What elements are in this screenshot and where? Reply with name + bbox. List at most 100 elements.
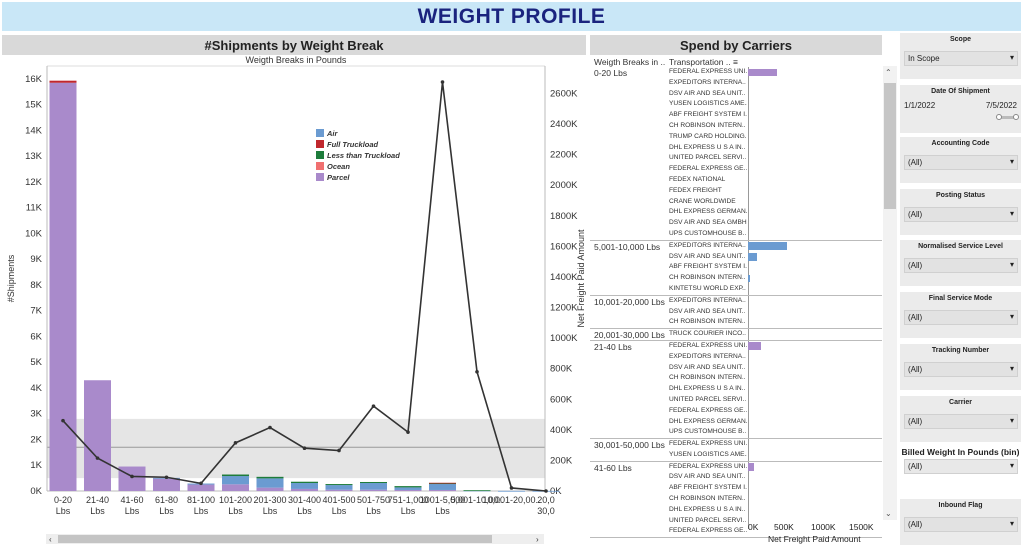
spend-row[interactable]: FEDERAL EXPRESS UNI..	[590, 341, 882, 352]
spend-row[interactable]: EXPEDITORS INTERNA..	[590, 352, 882, 363]
triangle-down-icon[interactable]: ▾	[1009, 209, 1014, 218]
scope-select[interactable]: In Scope ▾	[904, 51, 1018, 66]
triangle-down-icon[interactable]: ▾	[1009, 461, 1014, 470]
accounting-code-select[interactable]: (All) ▾	[904, 155, 1018, 170]
spend-row[interactable]: KINTETSU WORLD EXP..	[590, 284, 882, 295]
spend-row[interactable]: DSV AIR AND SEA UNIT..	[590, 363, 882, 374]
spend-bar[interactable]	[748, 253, 757, 261]
inbound-flag-select[interactable]: (All) ▾	[904, 517, 1018, 532]
spend-row[interactable]: CRANE WORLDWIDE	[590, 197, 882, 208]
spend-row[interactable]: DHL EXPRESS GERMAN..	[590, 417, 882, 428]
date-slider[interactable]	[998, 116, 1018, 119]
carrier-label: ABF FREIGHT SYSTEM I..	[669, 111, 747, 119]
spend-row[interactable]: ABF FREIGHT SYSTEM I..	[590, 110, 882, 121]
sort-icon[interactable]: ≡	[732, 57, 738, 67]
bar-parcel	[84, 380, 111, 491]
spend-x-label: Net Freight Paid Amount	[768, 534, 861, 544]
spend-row[interactable]: DSV AIR AND SEA GMBH	[590, 218, 882, 229]
spend-row[interactable]: DHL EXPRESS U S A IN..	[590, 505, 882, 516]
spend-row[interactable]: FEDERAL EXPRESS UNI..	[590, 439, 882, 450]
spend-row[interactable]: ABF FREIGHT SYSTEM I..	[590, 483, 882, 494]
spend-bar[interactable]	[748, 68, 777, 76]
spend-row[interactable]: DHL EXPRESS U S A IN..	[590, 384, 882, 395]
spend-row[interactable]: CH ROBINSON INTERN..	[590, 373, 882, 384]
spend-row[interactable]: UPS CUSTOMHOUSE B..	[590, 427, 882, 438]
spend-row[interactable]: UNITED PARCEL SERVI..	[590, 153, 882, 164]
spend-row[interactable]: DSV AIR AND SEA UNIT..	[590, 472, 882, 483]
spend-row[interactable]: FEDERAL EXPRESS UNI..	[590, 462, 882, 473]
spend-row[interactable]: DHL EXPRESS GERMAN..	[590, 207, 882, 218]
col-weight-header[interactable]: Weigth Breaks in ..	[594, 57, 666, 67]
spend-row[interactable]: CH ROBINSON INTERN..	[590, 121, 882, 132]
triangle-down-icon[interactable]: ▾	[1009, 260, 1014, 269]
scrollbar-thumb[interactable]	[884, 83, 896, 209]
bar-parcel	[49, 82, 77, 491]
spend-row[interactable]: FEDEX FREIGHT	[590, 186, 882, 197]
spend-row[interactable]: FEDERAL EXPRESS GE..	[590, 526, 882, 537]
spend-vertical-scrollbar[interactable]: ⌃ ⌄	[883, 66, 897, 520]
spend-group-label[interactable]: 20,001-30,000 Lbs	[594, 330, 665, 341]
x-tick-label: 1001-5,000	[420, 495, 466, 505]
spend-row[interactable]: YUSEN LOGISTICS AME..	[590, 450, 882, 461]
spend-row[interactable]: TRUCK COURIER INCO..	[590, 329, 882, 340]
spend-row[interactable]: DSV AIR AND SEA UNIT..	[590, 307, 882, 318]
triangle-down-icon[interactable]: ▾	[1009, 157, 1014, 166]
spend-row[interactable]: UNITED PARCEL SERVI..	[590, 516, 882, 527]
spend-bar[interactable]	[748, 463, 755, 471]
triangle-down-icon[interactable]: ▾	[1009, 312, 1014, 321]
spend-bar[interactable]	[748, 274, 750, 283]
spend-row[interactable]: FEDERAL EXPRESS UNI..	[590, 67, 882, 78]
y-left-tick: 10K	[25, 228, 43, 239]
spend-group-label[interactable]: 5,001-10,000 Lbs	[594, 241, 661, 252]
spend-row[interactable]: UPS CUSTOMHOUSE B..	[590, 229, 882, 240]
carrier-label: FEDEX FREIGHT	[669, 186, 722, 194]
posting-status-select[interactable]: (All) ▾	[904, 207, 1018, 222]
spend-chart-heading: Spend by Carriers	[590, 35, 882, 55]
shipments-by-weight-chart[interactable]: Weigth Breaks in Pounds 0K 1K 2K 3K 4K 5K 6K 7K 8…	[2, 55, 587, 547]
date-start[interactable]: 1/1/2022	[904, 101, 936, 110]
spend-bar[interactable]	[748, 242, 787, 250]
spend-group-label[interactable]: 10,001-20,000 Lbs	[594, 296, 665, 307]
spend-row[interactable]: TRUMP CARD HOLDING..	[590, 132, 882, 143]
y-left-tick: 16K	[25, 74, 43, 85]
spend-row[interactable]: EXPEDITORS INTERNA..	[590, 78, 882, 89]
spend-row[interactable]: EXPEDITORS INTERNA..	[590, 241, 882, 252]
spend-row[interactable]: UNITED PARCEL SERVI..	[590, 395, 882, 406]
spend-row[interactable]: EXPEDITORS INTERNA..	[590, 296, 882, 307]
y-right-tick: 1600K	[550, 241, 578, 252]
triangle-down-icon[interactable]: ▾	[1009, 519, 1014, 528]
spend-row[interactable]: FEDEX NATIONAL	[590, 175, 882, 186]
carrier-select[interactable]: (All) ▾	[904, 414, 1018, 429]
spend-group-label[interactable]: 21-40 Lbs	[594, 341, 632, 352]
final-service-mode-select[interactable]: (All) ▾	[904, 310, 1018, 325]
spend-row[interactable]: CH ROBINSON INTERN..	[590, 273, 882, 284]
triangle-down-icon[interactable]: ▾	[1009, 416, 1014, 425]
tracking-number-select[interactable]: (All) ▾	[904, 362, 1018, 377]
spend-row[interactable]: FEDERAL EXPRESS GE..	[590, 164, 882, 175]
spend-bar[interactable]	[748, 342, 762, 350]
triangle-down-icon[interactable]: ▾	[1009, 53, 1014, 62]
spend-row[interactable]: FEDERAL EXPRESS GE..	[590, 406, 882, 417]
spend-row[interactable]: DSV AIR AND SEA UNIT..	[590, 89, 882, 100]
spend-by-carriers-chart[interactable]: Weigth Breaks in .. Transportation .. ≡ …	[590, 55, 882, 547]
spend-row[interactable]: YUSEN LOGISTICS AME..	[590, 99, 882, 110]
spend-row[interactable]: CH ROBINSON INTERN..	[590, 317, 882, 328]
spend-group-label[interactable]: 0-20 Lbs	[594, 68, 628, 78]
spend-row[interactable]: DSV AIR AND SEA UNIT..	[590, 252, 882, 263]
chevron-down-icon[interactable]: ⌄	[885, 509, 892, 518]
freight-paid-point	[95, 456, 100, 460]
chevron-up-icon[interactable]: ⌃	[885, 68, 892, 77]
date-end[interactable]: 7/5/2022	[985, 101, 1017, 110]
spend-group-label[interactable]: 30,001-50,000 Lbs	[594, 440, 665, 451]
billed-weight-select[interactable]: (All) ▾	[904, 459, 1018, 474]
spend-row[interactable]: CH ROBINSON INTERN..	[590, 494, 882, 505]
normalised-service-select[interactable]: (All) ▾	[904, 258, 1018, 273]
col-transport-header[interactable]: Transportation .. ≡	[669, 57, 738, 67]
spend-row[interactable]: ABF FREIGHT SYSTEM I..	[590, 262, 882, 273]
triangle-down-icon[interactable]: ▾	[1009, 364, 1014, 373]
date-slider-handle-end[interactable]	[1013, 114, 1019, 120]
spend-group-label[interactable]: 41-60 Lbs	[594, 462, 632, 473]
date-slider-handle-start[interactable]	[996, 114, 1002, 120]
y-right-tick: 2400K	[550, 119, 578, 130]
spend-row[interactable]: DHL EXPRESS U S A IN..	[590, 143, 882, 154]
